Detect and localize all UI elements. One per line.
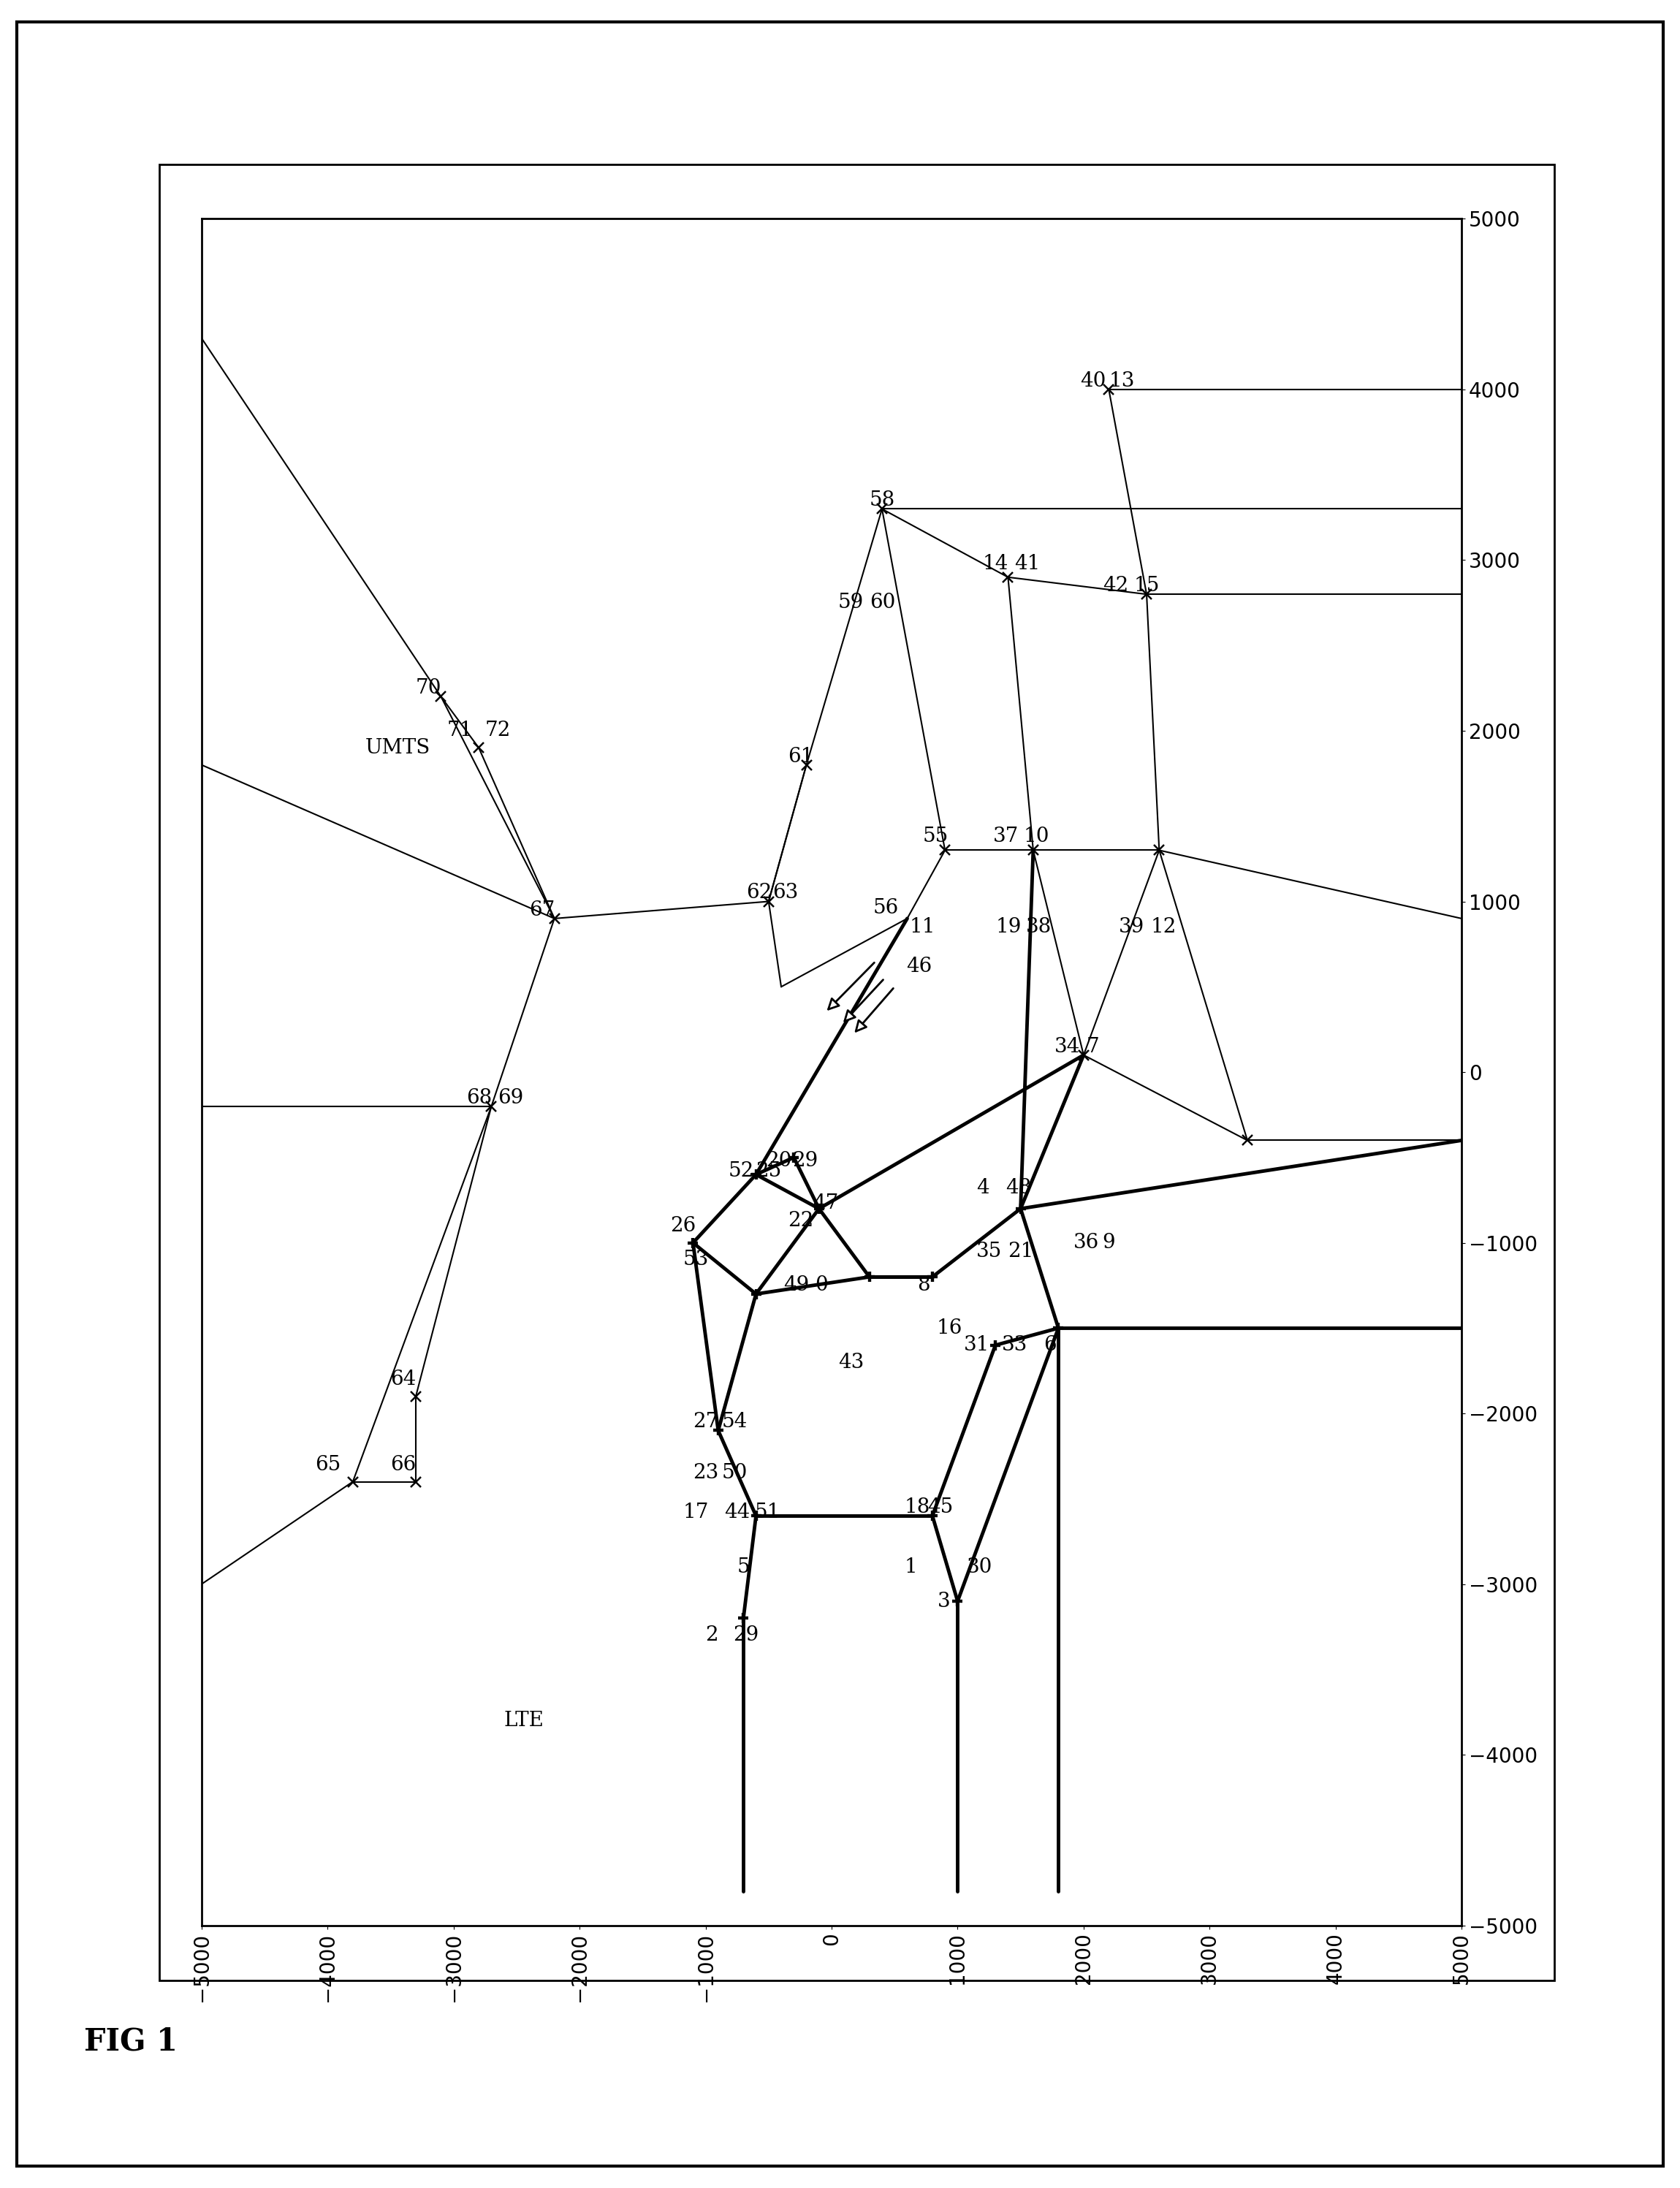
Text: 35: 35 <box>976 1241 1003 1260</box>
Text: FIG 1: FIG 1 <box>84 2026 178 2057</box>
Text: 38: 38 <box>1025 917 1052 936</box>
Text: 34: 34 <box>1055 1037 1080 1057</box>
Text: 71: 71 <box>447 720 474 742</box>
Text: 72: 72 <box>486 720 511 742</box>
Text: 21: 21 <box>1008 1241 1033 1260</box>
Text: 10: 10 <box>1023 827 1048 847</box>
Text: 69: 69 <box>497 1087 524 1107</box>
Text: 61: 61 <box>788 746 813 766</box>
Text: 4: 4 <box>976 1179 990 1199</box>
Text: 60: 60 <box>870 593 895 613</box>
Text: 62: 62 <box>746 884 771 904</box>
Text: 31: 31 <box>964 1335 990 1354</box>
Text: 26: 26 <box>670 1217 696 1236</box>
Text: 66: 66 <box>391 1455 417 1475</box>
Text: 14: 14 <box>983 554 1008 573</box>
Text: 63: 63 <box>773 884 798 904</box>
Text: LTE: LTE <box>504 1711 544 1731</box>
Text: 29: 29 <box>734 1626 759 1645</box>
Text: 36: 36 <box>1074 1232 1099 1254</box>
Text: 13: 13 <box>1109 372 1134 392</box>
Text: 9: 9 <box>1102 1232 1116 1254</box>
Text: 49: 49 <box>783 1276 810 1295</box>
Text: 33: 33 <box>1001 1335 1028 1354</box>
Text: 52: 52 <box>729 1162 754 1182</box>
Text: 8: 8 <box>917 1276 931 1295</box>
Text: 29: 29 <box>793 1151 818 1171</box>
Text: 17: 17 <box>682 1503 709 1523</box>
Text: 37: 37 <box>993 827 1018 847</box>
Text: 58: 58 <box>870 490 895 510</box>
Text: 67: 67 <box>529 899 554 919</box>
Text: 1: 1 <box>904 1558 917 1578</box>
Text: 7: 7 <box>1085 1037 1099 1057</box>
Text: 59: 59 <box>838 593 864 613</box>
Text: 43: 43 <box>838 1352 864 1372</box>
Text: 53: 53 <box>682 1249 709 1269</box>
Text: 42: 42 <box>1102 575 1129 595</box>
Text: 70: 70 <box>417 678 442 698</box>
Text: 68: 68 <box>467 1087 492 1107</box>
Text: 39: 39 <box>1119 917 1144 936</box>
Text: 65: 65 <box>316 1455 341 1475</box>
Text: 56: 56 <box>874 899 899 919</box>
Text: 11: 11 <box>911 917 936 936</box>
Text: 5: 5 <box>738 1558 749 1578</box>
Text: 6: 6 <box>1043 1335 1057 1354</box>
Text: 30: 30 <box>966 1558 993 1578</box>
Text: 55: 55 <box>922 827 948 847</box>
Text: 2: 2 <box>706 1626 719 1645</box>
Text: 0: 0 <box>815 1276 828 1295</box>
Text: 16: 16 <box>936 1317 963 1339</box>
Text: 18: 18 <box>904 1497 931 1516</box>
Text: 20: 20 <box>766 1151 791 1171</box>
Text: 25: 25 <box>756 1162 781 1182</box>
Text: 41: 41 <box>1015 554 1040 573</box>
Text: 22: 22 <box>788 1210 813 1230</box>
Text: 44: 44 <box>724 1503 751 1523</box>
Text: 12: 12 <box>1151 917 1176 936</box>
Text: UMTS: UMTS <box>366 737 430 757</box>
Text: 27: 27 <box>694 1411 719 1431</box>
Text: 19: 19 <box>995 917 1021 936</box>
Text: 45: 45 <box>927 1497 953 1516</box>
Text: 47: 47 <box>813 1195 838 1214</box>
Text: 23: 23 <box>694 1464 719 1483</box>
Text: 50: 50 <box>722 1464 748 1483</box>
Text: 3: 3 <box>937 1591 951 1610</box>
Text: 48: 48 <box>1005 1179 1032 1199</box>
Text: 54: 54 <box>722 1411 748 1431</box>
Text: 15: 15 <box>1134 575 1159 595</box>
Text: 64: 64 <box>391 1370 417 1389</box>
Text: 40: 40 <box>1080 372 1105 392</box>
Text: 51: 51 <box>754 1503 781 1523</box>
Text: 46: 46 <box>906 956 932 976</box>
